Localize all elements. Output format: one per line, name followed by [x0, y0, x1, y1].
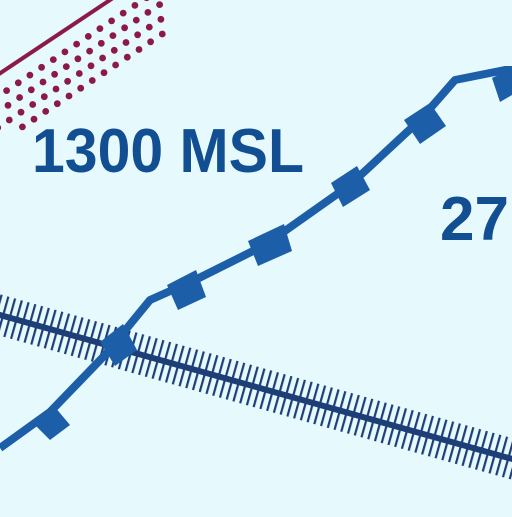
airspace-dot	[131, 2, 139, 9]
railroad-track	[0, 284, 512, 497]
airspace-dot	[121, 24, 128, 32]
airspace-dot	[108, 17, 115, 25]
airspace-dot	[26, 71, 34, 79]
airspace-boundary-line	[0, 66, 512, 452]
airspace-dot	[145, 23, 153, 31]
airspace-dot	[144, 0, 150, 2]
airspace-dot	[30, 115, 38, 123]
airspace-dot	[75, 70, 83, 77]
airspace-dot	[38, 63, 45, 71]
airspace-dot	[158, 30, 166, 38]
airspace-dot	[53, 100, 61, 108]
airspace-dot	[122, 39, 130, 46]
airspace-dot	[99, 54, 106, 62]
airspace-dot	[123, 53, 131, 61]
airspace-dot	[51, 70, 58, 78]
airspace-dot	[119, 9, 127, 17]
airspace-dot	[4, 101, 12, 109]
airspace-dot	[16, 94, 23, 101]
airspace-dot	[157, 15, 165, 23]
airspace-dot	[112, 61, 119, 69]
airspace-dot	[42, 108, 50, 115]
airspace-dot	[132, 16, 140, 24]
airspace-dot	[134, 31, 142, 39]
airspace-dot	[27, 86, 35, 94]
airspace-dot	[39, 78, 47, 86]
airspace-dot	[84, 33, 92, 40]
airspace-dot	[0, 125, 2, 131]
airspace-dot	[96, 25, 104, 32]
airspace-dot	[62, 63, 70, 70]
airspace-dot	[19, 123, 26, 131]
airspace-dot	[87, 62, 95, 70]
airspace-dot	[17, 108, 25, 116]
airspace-dot	[147, 38, 155, 46]
airspace-dot	[64, 77, 71, 85]
airspace-dot	[86, 47, 93, 55]
altitude-label-1300-msl: 1300 MSL	[32, 117, 304, 186]
airspace-dot	[65, 92, 73, 100]
airspace-dot	[5, 116, 13, 124]
altitude-label-partial: 27	[440, 185, 509, 254]
airspace-dot	[29, 101, 37, 108]
airspace-dot	[144, 9, 152, 16]
airspace-dot	[97, 39, 105, 47]
airspace-dot	[61, 48, 69, 56]
airspace-dot	[14, 79, 22, 87]
airspace-dot	[77, 84, 85, 92]
airspace-dot	[73, 40, 80, 48]
airspace-dot	[88, 77, 96, 84]
airspace-dot	[109, 32, 117, 39]
airspace-dot	[49, 56, 57, 63]
airspace-dot	[52, 85, 60, 93]
airspace-dot	[156, 1, 164, 8]
airspace-dot	[100, 69, 108, 77]
airspace-dot	[3, 87, 10, 94]
airspace-dot	[40, 93, 48, 101]
airspace-dot	[110, 46, 118, 54]
airspace-dot	[135, 46, 143, 53]
magenta-airspace-boundary	[0, 0, 166, 131]
airspace-dot	[74, 55, 82, 63]
